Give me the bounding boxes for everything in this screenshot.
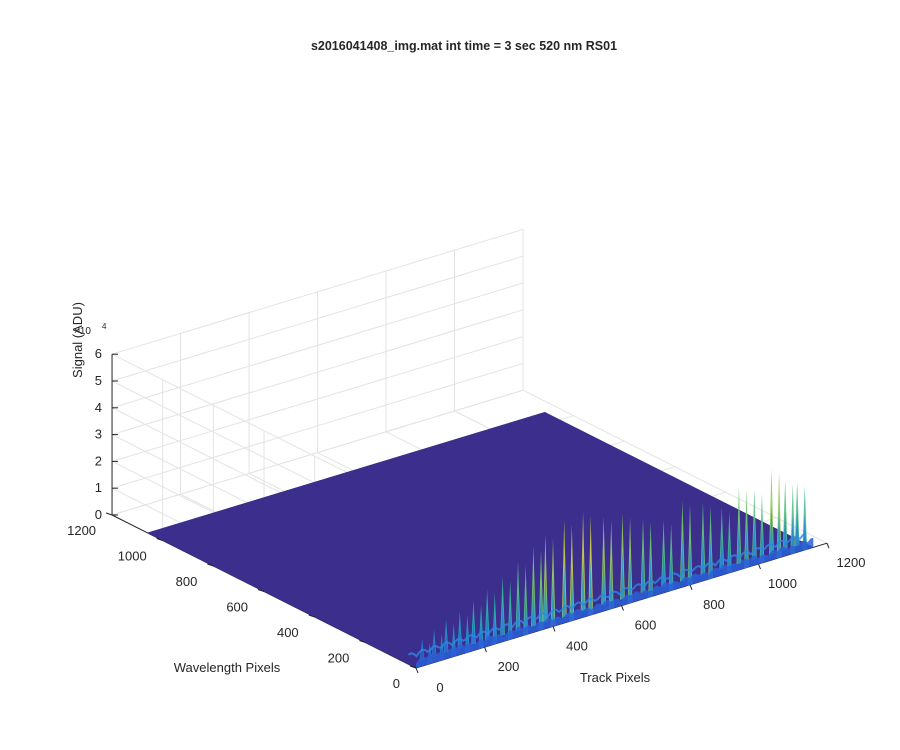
surface-front-ripple [416, 537, 814, 668]
back-wall-gridline [111, 362, 524, 489]
surface-peak-shade [562, 563, 567, 618]
x-tick-mark [552, 626, 556, 632]
surface-peak-shade [669, 553, 674, 592]
y-tick-label: 0 [393, 676, 400, 691]
x-tick-label: 800 [703, 597, 725, 612]
x-tick-label: 600 [635, 618, 657, 633]
y-tick-label: 800 [176, 574, 198, 589]
z-tick-label: 2 [95, 453, 102, 468]
y-tick-label: 400 [277, 625, 299, 640]
surface-peak-shade [628, 555, 632, 604]
surface-ridge [407, 532, 807, 658]
surface-peak-shade [601, 556, 606, 606]
y-tick-mark [105, 512, 113, 516]
surface-peak-shade [719, 535, 724, 570]
surface-peak-shade [641, 551, 645, 594]
surface-peak-shade [543, 573, 548, 624]
surface-peak-shade [769, 506, 774, 555]
y-tick-mark [257, 589, 265, 592]
surface-peak-shade [581, 556, 585, 612]
back-wall-gridline [111, 336, 524, 462]
x-tick-mark [758, 563, 761, 570]
surface-peak-shade [420, 648, 425, 661]
y-tick-mark [308, 614, 315, 618]
y-tick-label: 1200 [67, 523, 96, 538]
back-wall-gridline [111, 228, 524, 355]
surface-peak-shade [551, 577, 555, 627]
surface-peak-shade [588, 560, 593, 616]
surface-peak-shade [701, 534, 705, 576]
axes-labels: 0200400600800100012000200400600800100012… [67, 302, 865, 695]
surface-peak-shade [648, 555, 653, 598]
surface-peak-shade [777, 510, 781, 559]
y-tick-mark [409, 665, 417, 669]
back-wall-gridline [111, 389, 524, 516]
x-tick-label: 200 [498, 659, 520, 674]
z-axis-label: Signal (ADU) [70, 302, 85, 378]
y-axis-label: Wavelength Pixels [174, 660, 281, 675]
back-wall-gridline [111, 255, 524, 382]
x-tick-mark [621, 605, 624, 611]
chart-title: s2016041408_img.mat int time = 3 sec 520… [311, 39, 617, 53]
y-tick-label: 200 [328, 651, 350, 666]
z-exponent-power: 4 [102, 322, 107, 331]
z-tick-label: 4 [95, 400, 102, 415]
y-tick-mark [207, 563, 214, 567]
y-tick-mark [156, 538, 163, 541]
z-tick-label: 1 [95, 480, 102, 495]
surface-peak-shade [432, 641, 437, 657]
x-tick-label: 1200 [837, 555, 866, 570]
surface-peak-shade [744, 524, 749, 569]
x-tick-label: 400 [566, 638, 588, 653]
x-tick-mark [826, 543, 830, 549]
back-wall-gridline [111, 309, 524, 436]
x-tick-mark [689, 584, 693, 590]
surface-peak-shade [688, 540, 692, 586]
z-tick-label: 5 [95, 373, 102, 388]
surface-peak-shade [760, 524, 764, 564]
x-tick-mark [484, 647, 487, 653]
y-tick-label: 600 [226, 600, 248, 615]
y-tick-label: 1000 [118, 549, 147, 564]
x-axis-label: Track Pixels [580, 670, 651, 685]
surface-peak-shade [708, 538, 713, 580]
surface-peak-shade [790, 515, 795, 555]
z-exponent-label: ×10 [74, 326, 91, 337]
x-tick-mark [415, 667, 419, 674]
surface-peak-shade [609, 560, 614, 610]
surface-peak-shade [531, 581, 536, 627]
z-tick-label: 3 [95, 427, 102, 442]
surface-peak-shade [620, 552, 625, 600]
surface-mesh [146, 411, 814, 669]
surface-peak-shade [471, 620, 476, 645]
surface-peak-shade [727, 538, 732, 574]
surface-peak-shade [736, 521, 741, 565]
x-tick-label: 0 [436, 680, 443, 695]
z-tick-label: 0 [95, 507, 102, 522]
y-tick-mark [359, 640, 366, 643]
surface-peak-shade [523, 596, 528, 636]
z-tick-label: 6 [95, 346, 102, 361]
x-tick-label: 1000 [768, 576, 797, 591]
back-wall-gridline [111, 282, 524, 409]
surface-peak-shade [539, 585, 543, 631]
